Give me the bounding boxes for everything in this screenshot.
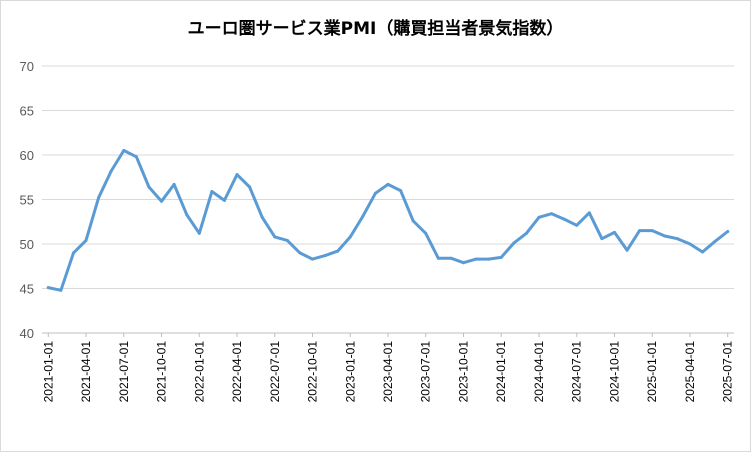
- x-tick-label: 2022-10-01: [306, 341, 320, 403]
- x-tick-label: 2025-04-01: [683, 341, 697, 403]
- data-point: [638, 229, 642, 233]
- x-axis-ticks: 2021-01-01 2021-04-01 2021-07-01 2021-10-01…: [41, 333, 735, 403]
- x-tick-label: 2021-10-01: [155, 341, 169, 403]
- data-point: [134, 155, 138, 159]
- x-tick-label: 2024-04-01: [532, 341, 546, 403]
- data-point: [348, 235, 352, 239]
- data-point: [675, 237, 679, 241]
- x-tick-label: 2024-10-01: [607, 341, 621, 403]
- data-point: [84, 238, 88, 242]
- data-point: [386, 182, 390, 186]
- data-point: [71, 251, 75, 255]
- data-point: [46, 286, 50, 290]
- x-tick-label: 2024-07-01: [570, 341, 584, 403]
- data-point: [688, 242, 692, 246]
- data-point: [235, 173, 239, 177]
- x-tick-label: 2022-04-01: [230, 341, 244, 403]
- data-point: [713, 239, 717, 243]
- x-tick-label: 2025-07-01: [721, 341, 735, 403]
- data-point: [487, 257, 491, 261]
- y-tick-label: 70: [20, 59, 34, 74]
- data-point: [399, 189, 403, 193]
- data-point: [323, 254, 327, 258]
- y-tick-label: 65: [20, 104, 34, 119]
- data-point: [499, 255, 503, 259]
- x-tick-label: 2023-10-01: [456, 341, 470, 403]
- data-point: [336, 249, 340, 253]
- x-tick-label: 2021-07-01: [117, 341, 131, 403]
- data-point: [701, 250, 705, 254]
- x-tick-label: 2021-01-01: [41, 341, 55, 403]
- x-tick-label: 2023-07-01: [419, 341, 433, 403]
- data-point: [411, 219, 415, 223]
- data-point: [172, 182, 176, 186]
- data-point: [512, 241, 516, 245]
- data-point: [424, 231, 428, 235]
- data-point: [185, 213, 189, 217]
- data-point: [361, 214, 365, 218]
- data-point: [436, 256, 440, 260]
- data-point: [612, 230, 616, 234]
- gridlines: [42, 65, 734, 334]
- y-tick-label: 60: [20, 148, 34, 163]
- x-tick-label: 2022-07-01: [268, 341, 282, 403]
- x-tick-label: 2024-01-01: [494, 341, 508, 403]
- x-tick-label: 2023-04-01: [381, 341, 395, 403]
- y-tick-label: 50: [20, 237, 34, 252]
- chart-title: ユーロ圏サービス業PMI（購買担当者景気指数）: [187, 19, 564, 39]
- data-point: [461, 261, 465, 265]
- data-point: [109, 169, 113, 173]
- data-point: [449, 256, 453, 260]
- data-point: [600, 237, 604, 241]
- x-tick-label: 2023-01-01: [343, 341, 357, 403]
- data-point: [122, 149, 126, 153]
- data-point: [298, 251, 302, 255]
- data-point: [625, 248, 629, 252]
- data-point: [285, 238, 289, 242]
- data-point: [650, 229, 654, 233]
- data-point: [587, 211, 591, 215]
- data-point: [311, 257, 315, 261]
- data-point: [248, 185, 252, 189]
- data-point: [59, 288, 63, 292]
- data-point: [550, 212, 554, 216]
- x-tick-label: 2025-01-01: [645, 341, 659, 403]
- x-tick-label: 2022-01-01: [192, 341, 206, 403]
- y-tick-label: 45: [20, 282, 34, 297]
- data-point: [147, 185, 151, 189]
- data-point: [97, 196, 101, 200]
- y-tick-label: 55: [20, 193, 34, 208]
- series-group: [46, 149, 730, 292]
- series-line-0: [46, 149, 730, 292]
- data-point: [210, 189, 214, 193]
- data-point: [562, 217, 566, 221]
- data-point: [474, 257, 478, 261]
- data-point: [726, 230, 730, 234]
- data-point: [273, 235, 277, 239]
- data-point: [575, 223, 579, 227]
- data-point: [260, 215, 264, 219]
- data-point: [197, 231, 201, 235]
- y-tick-label: 40: [20, 326, 34, 341]
- data-point: [222, 198, 226, 202]
- y-axis-ticks: 40 45 50 55 60 65 70: [20, 59, 34, 341]
- data-point: [663, 234, 667, 238]
- data-point: [524, 231, 528, 235]
- data-point: [537, 215, 541, 219]
- data-point: [373, 191, 377, 195]
- x-tick-label: 2021-04-01: [79, 341, 93, 403]
- data-point: [160, 199, 164, 203]
